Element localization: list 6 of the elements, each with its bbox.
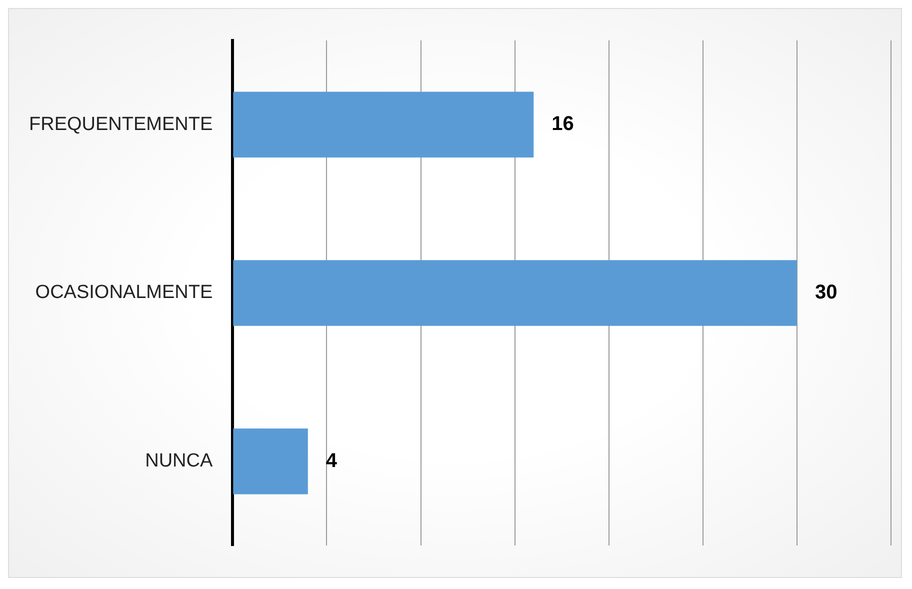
- y-tick-label: NUNCA: [145, 450, 213, 472]
- data-label: 16: [552, 113, 574, 136]
- y-tick-label: FREQUENTEMENTE: [28, 114, 213, 135]
- y-tick-label: OCASIONALMENTE: [35, 282, 213, 304]
- data-label: 4: [326, 450, 338, 472]
- data-label: 30: [814, 282, 838, 304]
